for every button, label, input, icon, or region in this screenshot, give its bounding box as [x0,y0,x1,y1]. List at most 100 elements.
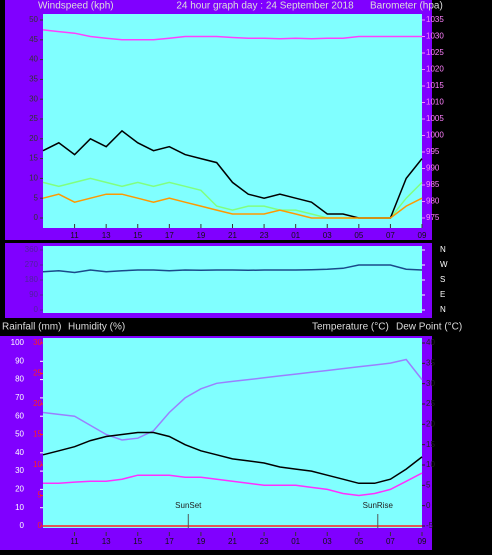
y-tick-label: 90 [15,356,24,365]
temperature-label: Temperature (°C) [312,322,389,333]
y-tick-label: 15 [29,154,38,163]
barometer-label: Barometer (hpa) [370,1,443,12]
y-tick-label: 70 [15,393,24,402]
y2-tick-label: N [440,305,446,314]
y2-tick-label: S [440,275,445,284]
y-tick-label: 5 [34,193,39,202]
y2-tick-label: W [440,260,448,269]
x-tick-label: 11 [70,537,79,546]
x-tick-label: 17 [165,231,174,240]
y2-tick-label: 995 [426,147,440,156]
y2-tick-label: 980 [426,197,440,206]
y-tick-label: 10 [15,503,24,512]
series-line [42,193,423,219]
series-line [42,358,423,441]
x-tick-label: 19 [196,537,205,546]
y2-tick-label: 35 [426,358,435,367]
y2-tick-label: 25 [426,399,435,408]
direction-plot [43,246,422,313]
wind-plot [43,14,422,228]
y-tick-label: 30 [29,94,38,103]
x-tick-label: 09 [418,537,427,546]
y-tick-label: 180 [25,275,39,284]
y2-tick-label: 1000 [426,131,444,140]
y2-tick-label: 990 [426,164,440,173]
x-tick-label: 17 [165,537,174,546]
x-tick-label: 01 [291,231,300,240]
series-line [42,264,423,274]
y-tick-label: 0 [20,521,25,530]
x-tick-label: 23 [260,537,269,546]
x-tick-label: 03 [323,537,332,546]
y2-tick-label: 975 [426,213,440,222]
x-tick-label: 23 [260,231,269,240]
y-tick-label: 270 [25,260,39,269]
y3-tick-label: 15 [33,430,42,439]
y-tick-label: 80 [15,375,24,384]
x-tick-label: 13 [102,231,111,240]
x-tick-label: 15 [133,231,142,240]
y-tick-label: 30 [15,466,24,475]
y2-tick-label: 1030 [426,32,444,41]
y-tick-label: 360 [25,245,39,254]
y-tick-label: 40 [29,55,38,64]
y2-tick-label: 1020 [426,65,444,74]
y2-tick-label: -5 [426,521,434,530]
x-tick-label: 07 [386,537,395,546]
y3-tick-label: 10 [33,460,42,469]
y-tick-label: 45 [29,35,38,44]
y-tick-label: 35 [29,75,38,84]
x-tick-label: 07 [386,231,395,240]
y-tick-label: 25 [29,114,38,123]
y3-tick-label: 25 [33,369,42,378]
y-tick-label: 50 [15,430,24,439]
y3-tick-label: 20 [33,399,42,408]
x-tick-label: 05 [354,537,363,546]
y-tick-label: 0 [34,213,39,222]
y-tick-label: 100 [11,338,25,347]
y2-tick-label: 15 [426,440,435,449]
x-tick-label: 21 [228,537,237,546]
x-tick-label: 03 [323,231,332,240]
y2-tick-label: 985 [426,180,440,189]
x-tick-label: 05 [354,231,363,240]
y2-tick-label: 1005 [426,114,444,123]
y2-tick-label: 0 [426,501,431,510]
temp-plot [43,338,422,528]
y-tick-label: 60 [15,411,24,420]
x-tick-label: 19 [196,231,205,240]
annotation-label: SunSet [175,501,202,510]
y-tick-label: 50 [29,15,38,24]
series-line [42,431,423,485]
x-tick-label: 15 [133,537,142,546]
dewpoint-label: Dew Point (°C) [396,322,462,333]
y2-tick-label: 5 [426,480,431,489]
y2-tick-label: E [440,290,445,299]
x-tick-label: 21 [228,231,237,240]
x-tick-label: 09 [418,231,427,240]
annotation-label: SunRise [363,501,394,510]
rain-label: Rainfall (mm) [2,322,61,333]
y2-tick-label: 1010 [426,98,444,107]
y-tick-label: 20 [29,134,38,143]
x-tick-label: 01 [291,537,300,546]
y-tick-label: 20 [15,485,24,494]
series-line [42,29,422,41]
humidity-label: Humidity (%) [68,322,125,333]
y-tick-label: 40 [15,448,24,457]
y3-tick-label: 30 [33,338,42,347]
y2-tick-label: 1015 [426,81,444,90]
y-tick-label: 10 [29,174,38,183]
y-tick-label: 0 [34,305,39,314]
y2-tick-label: 10 [426,460,435,469]
y2-tick-label: 30 [426,379,435,388]
y2-tick-label: 1025 [426,48,444,57]
y2-tick-label: 40 [426,338,435,347]
y2-tick-label: 20 [426,419,435,428]
wind-label: Windspeed (kph) [38,1,114,12]
y2-tick-label: 1035 [426,15,444,24]
series-line [43,472,423,497]
x-tick-label: 11 [70,231,79,240]
chart-title: 24 hour graph day : 24 September 2018 [176,1,354,12]
